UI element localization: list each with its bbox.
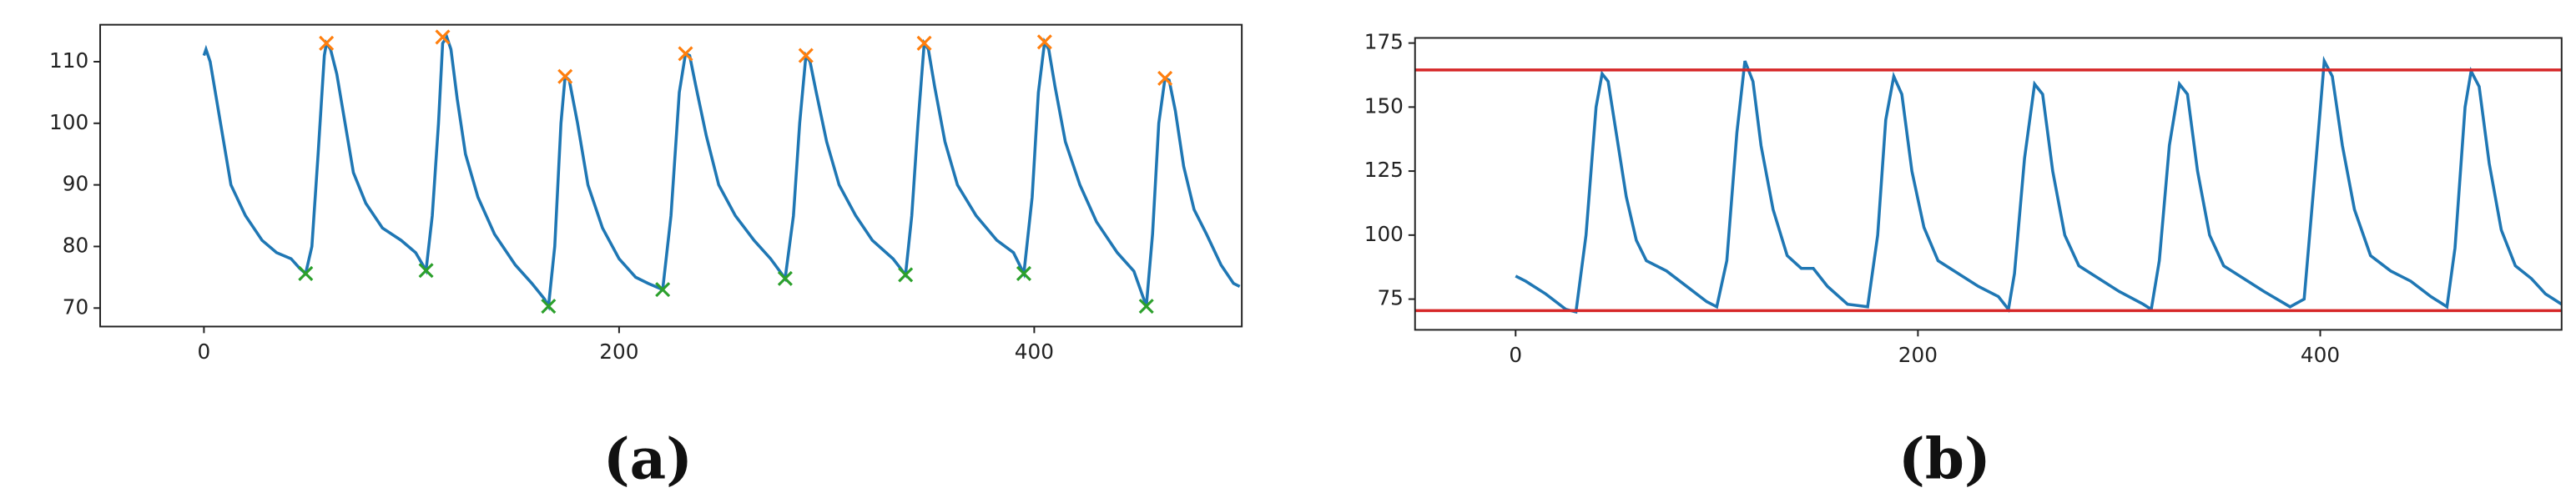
- x-tick-label: 200: [1898, 343, 1938, 367]
- x-tick-label: 0: [1509, 343, 1522, 367]
- subfigure-label: (b): [1898, 425, 1991, 491]
- y-tick-label: 75: [1377, 286, 1403, 310]
- axes-frame: [1414, 37, 2563, 331]
- x-marker: [319, 35, 335, 51]
- x-marker: [777, 270, 793, 286]
- data-line: [1515, 55, 2562, 314]
- plot: [202, 33, 1241, 311]
- x-marker: [557, 68, 573, 84]
- y-tick-label: 110: [49, 48, 88, 73]
- axes-frame: [99, 23, 1243, 328]
- x-tick-label: 0: [198, 340, 211, 364]
- x-tick-label: 400: [1015, 340, 1054, 364]
- x-marker: [1138, 299, 1154, 314]
- data-line: [202, 33, 1241, 311]
- y-tick-label: 100: [49, 110, 88, 134]
- x-marker: [916, 35, 932, 51]
- x-tick-label: 400: [2301, 343, 2340, 367]
- x-marker: [1016, 265, 1031, 281]
- x-marker: [298, 265, 314, 281]
- x-marker: [1157, 70, 1173, 86]
- y-tick-label: 175: [1364, 30, 1404, 54]
- y-tick-label: 100: [1364, 222, 1404, 246]
- x-marker: [655, 282, 671, 298]
- x-marker: [1036, 34, 1052, 50]
- y-tick-label: 150: [1364, 93, 1404, 118]
- plot: [1414, 55, 2562, 314]
- x-marker: [678, 46, 693, 62]
- x-marker: [541, 299, 557, 314]
- y-tick-label: 80: [63, 233, 88, 257]
- x-tick-label: 200: [599, 340, 638, 364]
- y-tick-label: 90: [63, 172, 88, 196]
- y-tick-label: 70: [63, 294, 88, 319]
- x-marker: [435, 29, 451, 45]
- x-marker: [418, 263, 434, 279]
- x-marker: [898, 267, 914, 283]
- subfigure-label: (a): [603, 425, 693, 491]
- y-tick-label: 125: [1364, 158, 1404, 182]
- x-marker: [798, 48, 814, 63]
